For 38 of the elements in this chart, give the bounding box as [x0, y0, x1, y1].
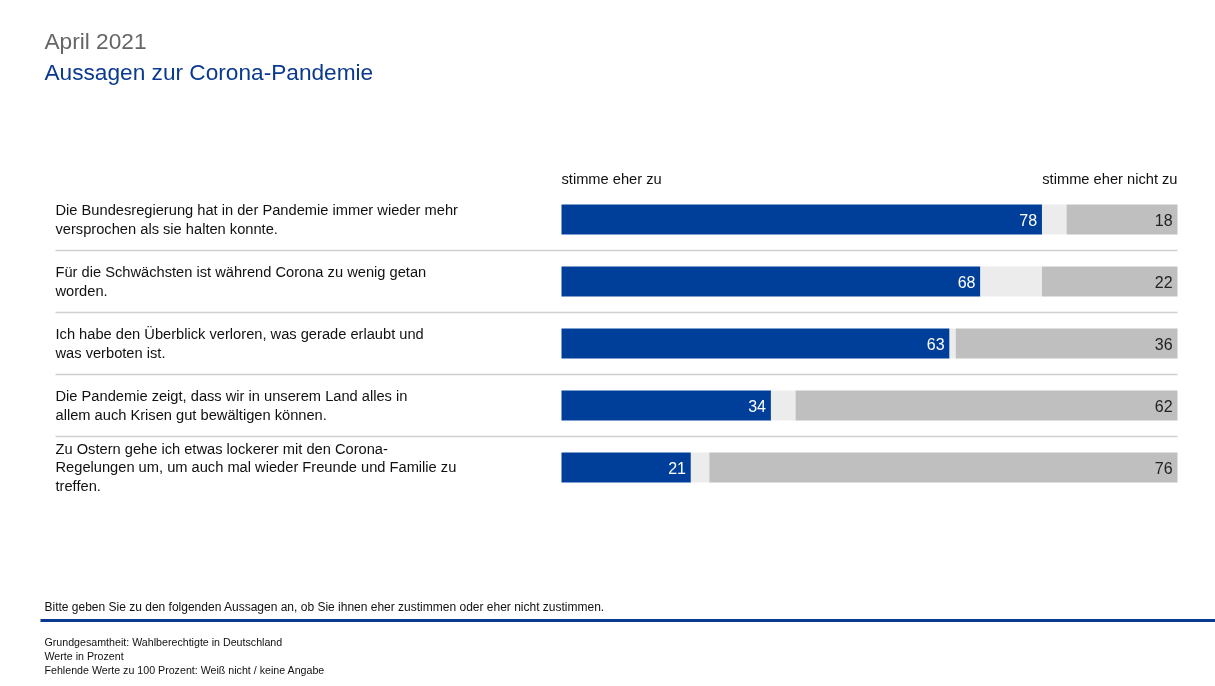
bar [690, 452, 710, 483]
text: Bitte geben Sie zu den folgenden Aussagen an, ob Sie ihnen eher zustimmen oder eher nicht zustimmen. [44, 599, 605, 614]
data-label: 63 [926, 335, 945, 353]
bar [1066, 204, 1178, 235]
data-label: 21 [668, 459, 687, 477]
data-label: 68 [957, 273, 976, 291]
text: Fehlende Werte zu 100 Prozent: Weiß nicht / keine Angabe [44, 663, 325, 676]
series-label: stimme eher nicht zu [1042, 170, 1178, 187]
text: Aussagen zur Corona-Pandemie [44, 58, 374, 85]
bar [1041, 204, 1067, 235]
data-label: 34 [748, 397, 767, 415]
bar [955, 328, 1178, 359]
text: April 2021 [44, 27, 147, 54]
bar [795, 390, 1178, 421]
data-label: 18 [1154, 211, 1173, 229]
text: Werte in Prozent [44, 649, 124, 662]
data-label: 36 [1154, 335, 1173, 353]
bar [561, 452, 691, 483]
y-tick-label: Für die Schwächsten ist während Corona zu wenig getan worden. [54, 264, 427, 299]
text: Grundgesamtheit: Wahlberechtigte in Deutschland [44, 635, 283, 648]
y-tick-label: Zu Ostern gehe ich etwas lockerer mit den Corona-Regelungen um, um auch mal wieder Freunde und Familie zu treffen. [55, 441, 457, 494]
bar [561, 390, 771, 421]
bar [949, 328, 956, 359]
bar [561, 204, 1042, 235]
y-tick-label: Ich habe den Überblick verloren, was gerade erlaubt und was verboten ist. [54, 325, 424, 361]
data-label: 78 [1019, 211, 1038, 229]
bar [709, 452, 1178, 483]
bar [1041, 266, 1178, 297]
data-label: 76 [1154, 459, 1173, 477]
bar [980, 266, 1042, 297]
data-label: 62 [1154, 397, 1173, 415]
bar [770, 390, 796, 421]
series-label: stimme eher zu [561, 170, 662, 187]
y-tick-label: Die Bundesregierung hat in der Pandemie immer wieder mehr versprochen als sie halten konnte. [55, 202, 459, 237]
data-label: 22 [1154, 273, 1173, 291]
bar [561, 266, 981, 297]
bar [561, 328, 950, 359]
y-tick-label: Die Pandemie zeigt, dass wir in unserem Land alles in allem auch Krisen gut bewältigen können. [55, 388, 408, 423]
